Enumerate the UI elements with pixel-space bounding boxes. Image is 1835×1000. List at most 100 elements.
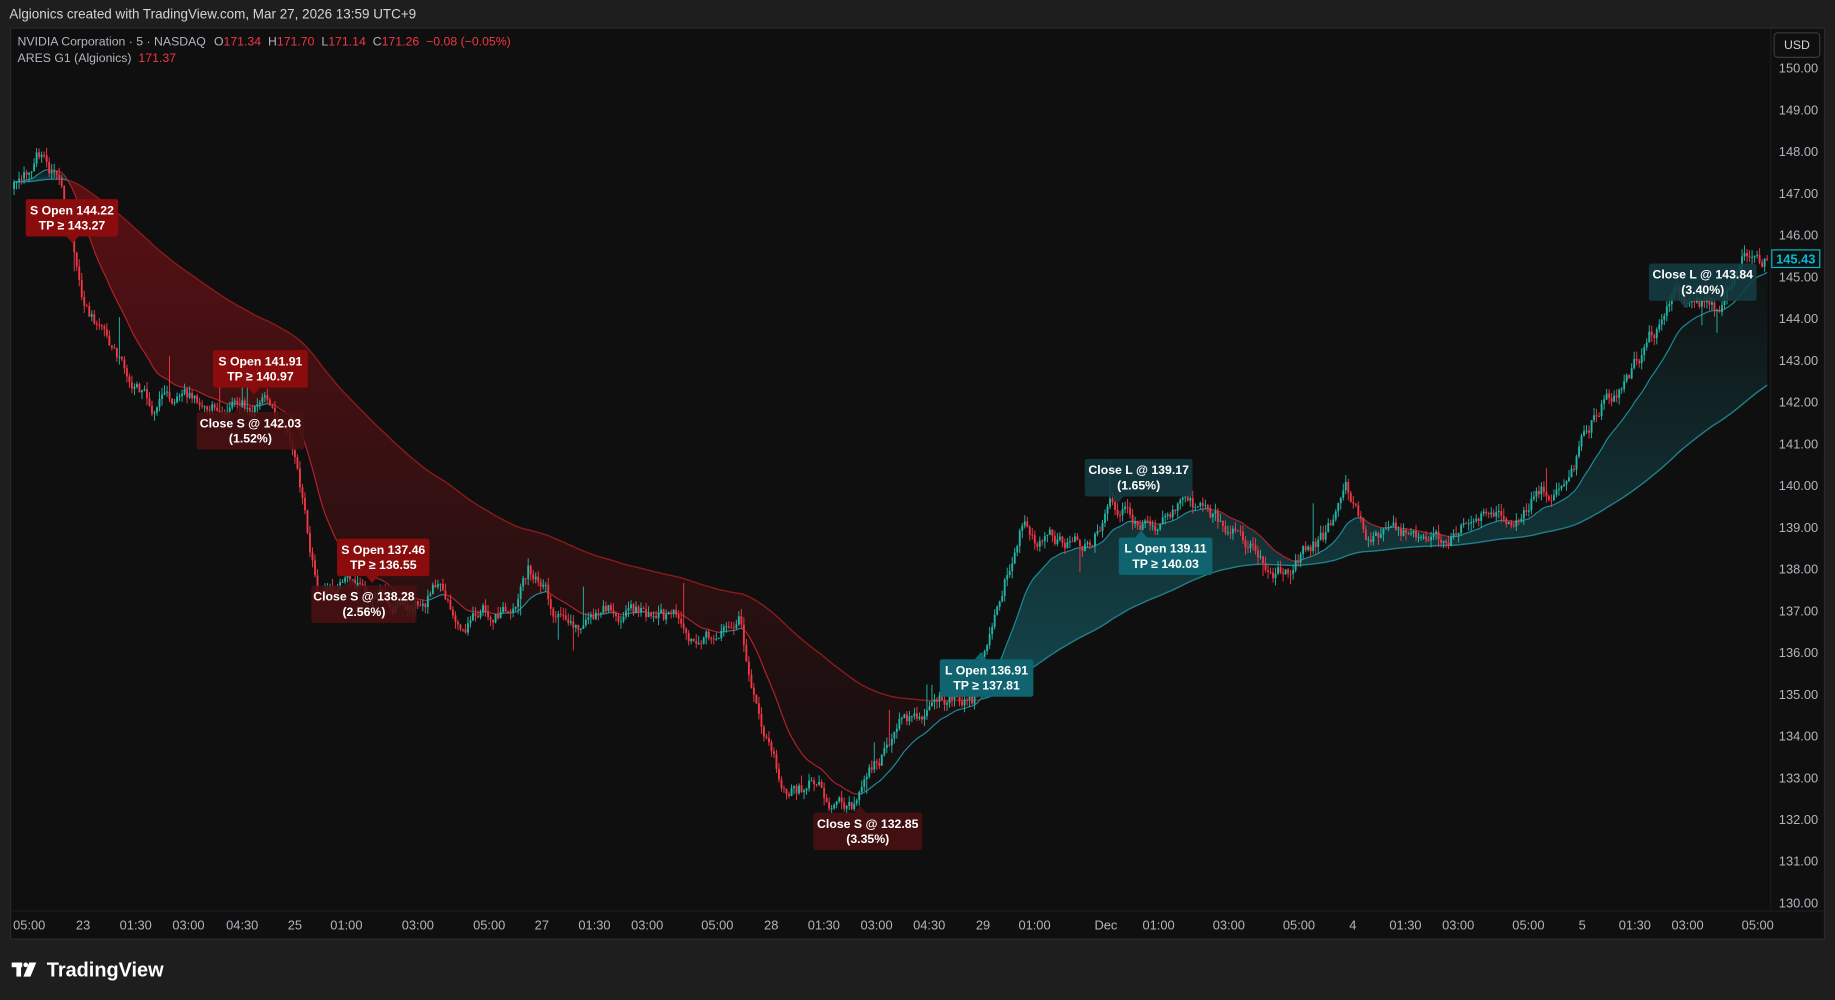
candle [173,399,176,406]
candle [216,402,219,412]
candle-body [547,584,550,600]
annotation-long-close[interactable]: Close L @ 139.17(1.65%) [1084,459,1193,504]
annotation-short-close[interactable]: Close S @ 132.85(3.35%) [813,805,923,851]
indicator-name: ARES G1 (Algionics) [18,51,132,65]
tradingview-logo[interactable]: TradingView [11,960,164,982]
candle-body [1056,539,1059,544]
candle-body [1665,306,1668,316]
candle-body [1337,503,1340,512]
annotation-short-open[interactable]: S Open 144.22 TP ≥ 143.27 [25,199,119,244]
candle-body [304,497,306,511]
candle [1194,503,1197,512]
candle-body [233,400,236,402]
candle [1201,497,1204,512]
candle [1284,568,1287,575]
candle [913,707,916,720]
candle-body [1216,511,1219,522]
candle [1129,502,1132,519]
candle [1023,515,1026,529]
candle-body [557,613,560,618]
candle-body [40,154,43,158]
candle [176,392,178,404]
indicator-value: 171.37 [138,51,176,65]
candle [1405,528,1407,541]
candle [680,611,683,628]
candle-body [966,699,969,701]
candle [898,712,901,731]
annotation-line1: S Open 137.46 [341,543,425,557]
candle [163,385,166,395]
candle-body [1139,525,1142,530]
candle [1008,564,1011,578]
candle [1342,483,1345,501]
candle [1091,544,1094,548]
candle-body [1292,570,1295,574]
candle [203,405,206,413]
slow-ma-bullish-line [981,384,1768,700]
candle-body [665,614,668,620]
candle [1495,505,1498,522]
candle-body [645,609,647,618]
price-axis[interactable]: 150.00 149.00 148.00 147.00 146.00 145.00 144.… [1779,61,1818,911]
candle [1319,525,1322,541]
candle-body [156,407,158,413]
candle-body [604,605,607,612]
candle-body [356,582,359,588]
annotation-long-close[interactable]: Close L @ 143.84(3.40%) [1648,263,1757,308]
candle-body [1540,486,1543,495]
symbol-legend[interactable]: NVIDIA Corporation · 5 · NASDAQ O171.34 … [18,35,511,49]
candle [1588,425,1590,439]
candle-body [1234,528,1237,531]
candle-body [1610,397,1613,402]
candle-body [1339,497,1342,504]
candle-body [599,613,602,615]
time-tick-label: 03:00 [631,918,663,933]
candle [1665,301,1668,322]
time-axis[interactable]: 05:00 23 01:30 03:00 04:30 25 01:00 03:00 05:00 2… [13,918,1774,933]
candle-body [1023,521,1026,526]
candle [1563,479,1565,487]
annotation-short-close[interactable]: Close S @ 138.28(2.56%) [311,578,417,623]
candle-body [783,788,785,790]
candle-body [830,808,833,810]
candle [429,591,432,597]
annotation-long-open[interactable]: L Open 136.91 TP ≥ 137.81 [939,652,1034,697]
candle [1756,250,1759,259]
annotation-short-open[interactable]: S Open 141.91 TP ≥ 140.97 [212,350,308,395]
candle [474,607,477,622]
candle-body [1558,488,1560,490]
candle [735,619,738,630]
candle [1226,525,1229,536]
candle [1389,525,1392,528]
candle [810,777,813,782]
candle-body [1535,491,1538,497]
candle [529,564,532,581]
annotation-short-close[interactable]: Close S @ 142.03 (1.52%) [196,405,305,450]
last-price-value: 145.43 [1776,251,1815,266]
candle-body [1364,529,1367,540]
chart-pane[interactable] [9,27,1826,940]
candle [1322,525,1325,542]
currency-button[interactable]: USD [1773,32,1821,58]
candle-body [1713,302,1716,310]
candle [1026,516,1029,528]
candle-body [18,178,20,182]
fast-ma-bearish-line [1137,521,1146,524]
candle [574,624,577,633]
candle [1412,530,1415,538]
candle-body [712,638,715,640]
candle-body [1633,358,1636,369]
candle-body [1189,497,1192,501]
candle-body [1099,530,1101,532]
indicator-legend[interactable]: ARES G1 (Algionics) 171.37 [18,51,177,65]
candle-body [268,399,271,406]
candle [1525,503,1528,517]
candle-body [1194,507,1197,509]
candle [1628,374,1631,379]
annotation-line2: (3.35%) [846,832,889,846]
candle [813,777,816,792]
candle [1507,521,1510,525]
